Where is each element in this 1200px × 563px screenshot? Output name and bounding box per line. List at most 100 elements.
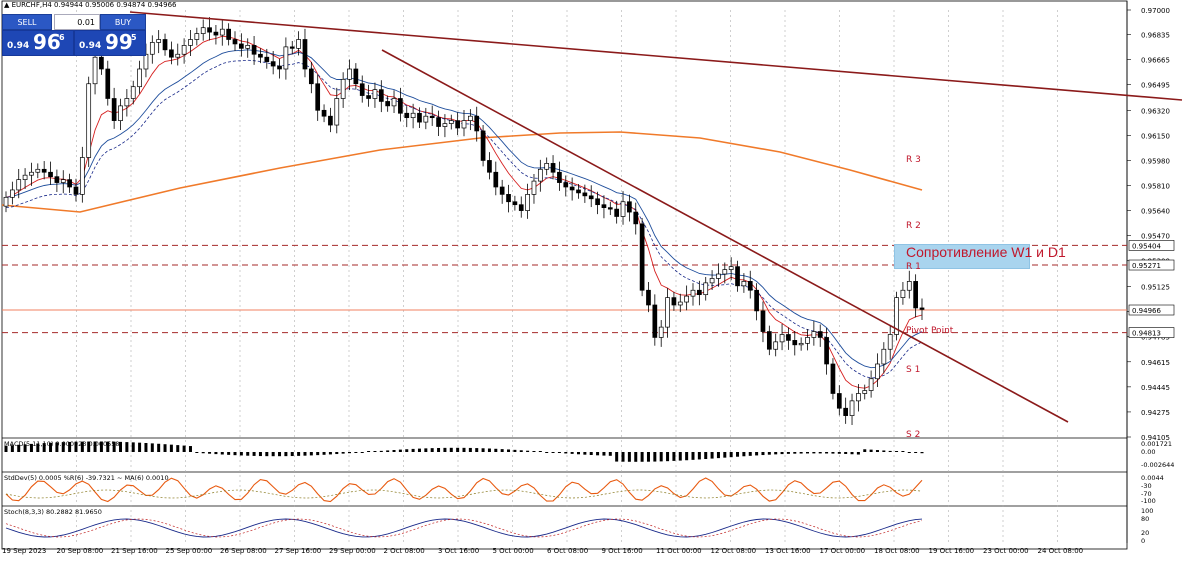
candle-body (162, 39, 168, 51)
macd-bar (271, 452, 275, 457)
macd-bar (322, 452, 326, 455)
macd-bar (29, 443, 33, 452)
candle-body (881, 348, 887, 365)
x-tick-label: 24 Oct 08:00 (1038, 547, 1084, 555)
buy-button[interactable]: BUY (100, 14, 146, 30)
macd-bar (526, 450, 530, 452)
x-tick-label: 23 Oct 00:00 (983, 547, 1029, 555)
macd-bar (640, 452, 644, 462)
candle-body (716, 273, 721, 279)
macd-bar (258, 452, 262, 457)
down-trendline[interactable] (381, 49, 1069, 423)
x-tick-label: 19 Sep 2023 (2, 547, 46, 555)
macd-bar (519, 450, 523, 452)
macd-bar (621, 452, 625, 462)
candle-body (10, 189, 15, 198)
macd-bar (704, 452, 708, 460)
candle-body (207, 27, 212, 33)
candle-body (3, 196, 9, 207)
candle-body (442, 123, 448, 127)
y-tick-label: 0.94275 (1141, 409, 1170, 417)
resistance-zone-box[interactable] (894, 244, 1030, 269)
macd-bar (417, 448, 421, 452)
y-tick-label: 0.96150 (1141, 132, 1170, 140)
macd-bar (87, 441, 91, 452)
candle-body (735, 266, 740, 287)
price-badge (1128, 327, 1175, 338)
macd-bar (634, 452, 638, 462)
macd-bar (888, 450, 892, 452)
candle-body (900, 289, 906, 298)
candle-body (232, 39, 238, 45)
candle-body (296, 39, 301, 49)
macd-bar (462, 447, 466, 452)
macd-bar (672, 452, 676, 461)
y-tick-label: 0.96495 (1141, 81, 1170, 89)
macd-bar (907, 452, 911, 453)
wpr-tick-label: -70 (1141, 490, 1152, 498)
macd-bar (627, 452, 631, 462)
macd-bar (806, 452, 809, 454)
macd-bar (742, 452, 746, 457)
y-tick-label: 0.95980 (1141, 157, 1170, 165)
macd-bar (653, 452, 657, 462)
macd-bar (424, 448, 428, 452)
macd-bar (398, 449, 402, 452)
candle-body (378, 89, 384, 102)
candle-body (671, 297, 677, 306)
candle-body (308, 68, 314, 85)
candle-body (773, 341, 779, 350)
candle-body (557, 171, 562, 183)
candle-body (398, 98, 403, 114)
macd-bar (233, 452, 237, 456)
macd-bar (780, 452, 784, 455)
candle-body (417, 112, 422, 123)
macd-bar (379, 450, 383, 452)
candle-body (805, 337, 810, 344)
candle-body (130, 86, 136, 99)
candle-body (16, 179, 22, 191)
candle-body (111, 98, 117, 121)
macd-tick-label: 0.00 (1141, 448, 1155, 456)
buy-price-box[interactable]: 0.94 99 5 (74, 30, 146, 56)
lot-size-input[interactable]: 0.01 (54, 14, 100, 30)
macd-bar (201, 452, 205, 454)
candle-body (404, 112, 410, 119)
macd-bar (583, 452, 587, 455)
macd-bar (678, 452, 682, 461)
x-tick-label: 17 Oct 00:00 (820, 547, 866, 555)
macd-bar (920, 452, 924, 454)
candle-body (518, 204, 524, 211)
wpr-line (5, 477, 923, 503)
price-badge (1128, 259, 1175, 271)
macd-bar (691, 452, 695, 460)
macd-bar (767, 452, 771, 455)
macd-bar (487, 448, 491, 452)
macd-bar (589, 452, 593, 456)
candle-body (875, 363, 880, 380)
candle-body (455, 120, 460, 129)
macd-bar (169, 444, 173, 452)
candle-body (868, 378, 874, 391)
macd-bar (551, 452, 555, 453)
candle-body (137, 68, 142, 88)
candle-body (690, 289, 696, 297)
chart-title: ▲ EURCHF,H4 0.94944 0.95006 0.94874 0.94… (4, 1, 177, 9)
candle-body (219, 28, 225, 36)
sell-button[interactable]: SELL (2, 14, 52, 30)
x-tick-label: 20 Sep 08:00 (57, 547, 104, 555)
y-tick-label: 0.96665 (1141, 56, 1170, 64)
macd-bar (602, 452, 606, 456)
macd-bar (646, 452, 650, 462)
candle-body (315, 83, 321, 111)
sell-price-box[interactable]: 0.94 96 6 (2, 30, 74, 56)
sell-price-sup: 6 (59, 33, 65, 42)
macd-bar (443, 447, 447, 452)
candle-body (79, 157, 85, 195)
candle-body (22, 174, 28, 180)
candle-body (798, 342, 804, 346)
candle-body (741, 281, 747, 287)
long-trendline[interactable] (129, 11, 1183, 101)
candle-body (258, 53, 263, 58)
